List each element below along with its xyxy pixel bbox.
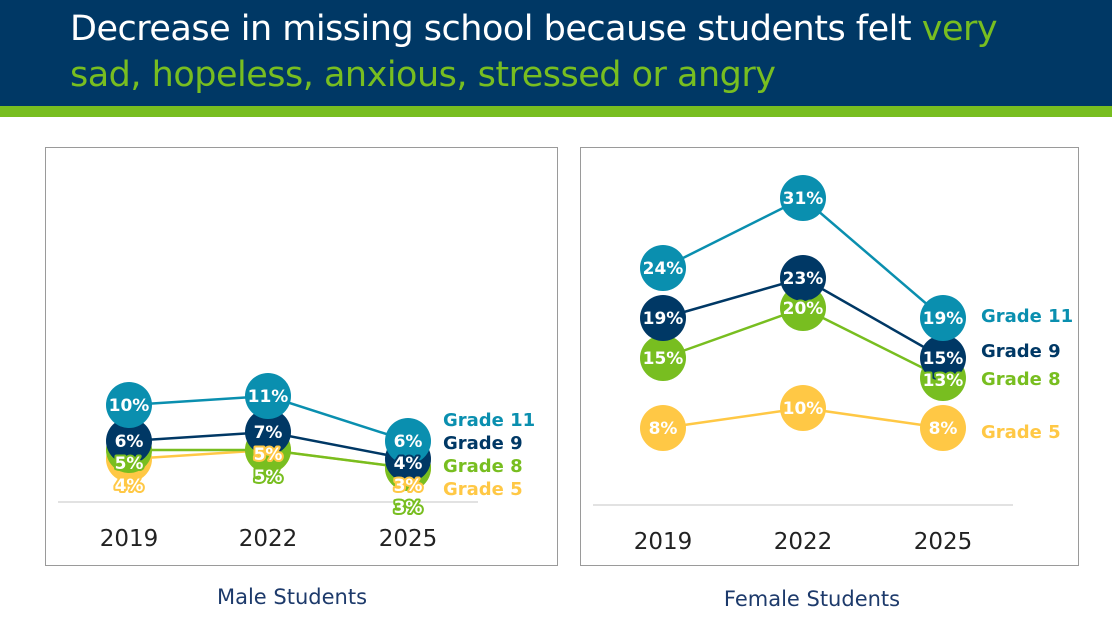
legend-label: Grade 5	[981, 422, 1061, 443]
data-point	[920, 335, 966, 381]
data-point	[920, 295, 966, 341]
female-chart: 2019 2022 2025 Female Students Grade 5 Grade …	[580, 147, 1079, 611]
data-labels: 24%19%15%8%31%23%20%10%19%15%13%8%	[641, 187, 966, 441]
data-point	[780, 175, 826, 221]
data-label: 23%	[783, 269, 824, 289]
data-label: 24%	[643, 259, 684, 279]
data-point	[106, 418, 152, 464]
x-tick-label: 2025	[379, 526, 438, 552]
data-label: 10%	[109, 396, 150, 416]
data-label: 19%	[923, 309, 964, 329]
series-grade-5	[640, 385, 966, 451]
x-tick-label: 2022	[239, 526, 298, 552]
data-label: 15%	[643, 349, 684, 369]
legend-label: Grade 9	[981, 341, 1061, 362]
data-label: 6%	[115, 432, 144, 452]
data-label: 5%	[254, 445, 283, 465]
x-tick-label: 2022	[774, 529, 833, 555]
data-label: 5%	[115, 454, 144, 474]
data-label: 31%	[783, 189, 824, 209]
data-point	[385, 418, 431, 464]
data-label: 6%	[394, 432, 423, 452]
data-point	[640, 245, 686, 291]
data-label: 4%	[115, 476, 144, 496]
data-point	[640, 295, 686, 341]
series-grade-11	[640, 175, 966, 341]
data-label: 4%	[394, 454, 423, 474]
series-grade-9	[640, 255, 966, 381]
data-point	[245, 373, 291, 419]
chart-frame	[45, 147, 558, 566]
chart-title: Female Students	[724, 587, 900, 611]
data-point	[640, 335, 686, 381]
data-label: 15%	[923, 349, 964, 369]
chart-title: Male Students	[217, 585, 367, 609]
series-grade-11	[106, 373, 431, 464]
data-point	[245, 409, 291, 455]
legend-label: Grade 8	[981, 369, 1061, 390]
data-label: 8%	[929, 419, 958, 439]
data-label: 8%	[649, 419, 678, 439]
legend-label: Grade 11	[981, 306, 1073, 327]
data-point	[106, 382, 152, 428]
data-label: 13%	[923, 371, 964, 391]
x-tick-label: 2019	[100, 526, 159, 552]
data-label: 3%	[394, 476, 423, 496]
data-label: 7%	[254, 423, 283, 443]
data-label: 11%	[248, 387, 289, 407]
data-label: 10%	[783, 399, 824, 419]
page-title: Decrease in missing school because stude…	[70, 6, 1070, 98]
data-point	[780, 255, 826, 301]
accent-bar	[0, 106, 1112, 117]
data-point	[920, 405, 966, 451]
x-tick-label: 2019	[634, 529, 693, 555]
data-label: 5%	[254, 467, 283, 487]
data-label: 19%	[643, 309, 684, 329]
chart-frame	[580, 147, 1079, 566]
legend-label: Grade 5	[443, 479, 523, 500]
header-band	[0, 0, 1112, 106]
data-labels: 10%6%5%4%11%7%5%5%6%4%3%3%	[107, 385, 425, 520]
data-label: 20%	[783, 299, 824, 319]
legend-label: Grade 11	[443, 410, 535, 431]
x-tick-label: 2025	[914, 529, 973, 555]
title-highlight: very sad, hopeless, anxious, stressed or…	[70, 9, 998, 95]
data-point	[640, 405, 686, 451]
legend-label: Grade 9	[443, 433, 523, 454]
legend-label: Grade 8	[443, 456, 523, 477]
data-label: 3%	[394, 498, 423, 518]
title-part1: Decrease in missing school because stude…	[70, 9, 922, 49]
data-point	[780, 385, 826, 431]
